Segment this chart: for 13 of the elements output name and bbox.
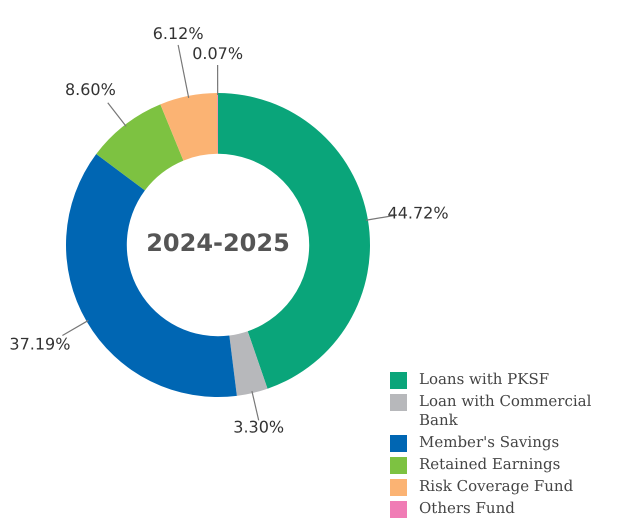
legend-label: Loans with PKSF	[419, 370, 550, 389]
legend-label: Loan with Commercial Bank	[419, 392, 592, 430]
data-label: 37.19%	[9, 334, 70, 354]
legend-label: Member's Savings	[419, 433, 560, 452]
data-label: 6.12%	[152, 24, 204, 44]
data-label: 0.07%	[192, 44, 244, 64]
data-label: 8.60%	[64, 80, 116, 99]
legend-label: Others Fund	[419, 499, 515, 518]
legend-label: Retained Earnings	[419, 455, 560, 474]
data-label: 3.30%	[233, 417, 284, 436]
legend-label: Risk Coverage Fund	[419, 477, 574, 496]
data-label: 44.72%	[388, 203, 449, 222]
text: 2024-2025	[146, 229, 290, 258]
